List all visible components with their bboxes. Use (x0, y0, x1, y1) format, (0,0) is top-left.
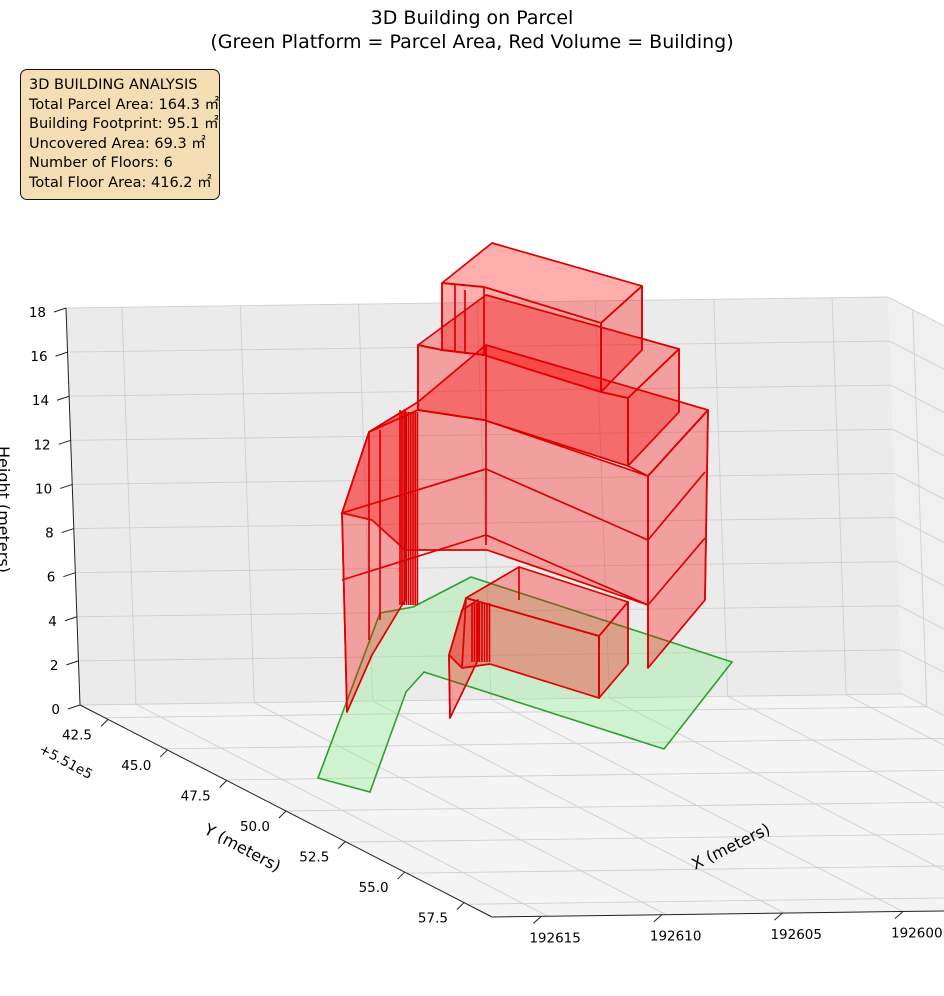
grid-floor-y (135, 703, 549, 917)
grid-back-x (912, 309, 928, 707)
y-tick-mark (159, 749, 168, 758)
chart-title-line2: (Green Platform = Parcel Area, Red Volum… (210, 31, 734, 53)
y-tick-label: 57.5 (418, 911, 448, 927)
building-vertical-edge (341, 512, 348, 713)
building-volume (341, 242, 709, 719)
grid-left-y (831, 297, 847, 695)
info-floors: Number of Floors: 6 (29, 155, 173, 171)
z-tick-mark (64, 616, 78, 622)
grid-left-z (69, 384, 892, 397)
z-tick-label: 18 (29, 305, 46, 321)
y-tick-label: 52.5 (299, 850, 329, 866)
z-tick-mark (66, 660, 79, 666)
analysis-info-box: 3D BUILDING ANALYSIS Total Parcel Area: … (20, 69, 220, 200)
z-tick-mark (55, 351, 68, 357)
building-vertical-edge (704, 409, 709, 601)
info-heading: 3D BUILDING ANALYSIS (29, 77, 198, 93)
y-tick-mark (100, 719, 109, 727)
grid-floor-y (254, 702, 667, 916)
y-tick-label: 47.5 (181, 788, 211, 804)
z-tick-label: 14 (32, 393, 49, 409)
tick-marks (53, 307, 904, 924)
grid-left-z (75, 561, 898, 574)
tick-labels: 1925851925901925951926001926051926101926… (29, 305, 943, 946)
grid-floor-y (845, 694, 944, 746)
info-uncovered-area: Uncovered Area: 69.3 ㎡ (29, 135, 206, 152)
z-tick-mark (56, 395, 70, 401)
grid-left-y (713, 299, 729, 697)
x-tick-mark (653, 914, 663, 923)
grid-left-z (79, 693, 903, 706)
grid-left-y (121, 307, 137, 705)
z-tick-mark (67, 704, 81, 710)
x-tick-mark (774, 912, 783, 921)
z-tick-label: 2 (50, 658, 59, 674)
y-tick-mark (456, 902, 465, 910)
y-tick-label: 55.0 (359, 880, 389, 896)
z-tick-label: 6 (47, 570, 56, 586)
building-vertical-edge (461, 597, 467, 669)
grid-floor-y (727, 695, 944, 809)
building-vertical-edge (448, 654, 451, 719)
y-tick-label: 42.5 (62, 727, 92, 743)
floor-pane (80, 694, 944, 917)
chart-title: 3D Building on Parcel (Green Platform = … (0, 6, 944, 54)
z-tick-mark (53, 307, 67, 313)
z-tick-label: 8 (45, 526, 54, 542)
z-tick-mark (61, 528, 74, 534)
z-tick-label: 16 (30, 349, 47, 365)
z-tick-label: 10 (35, 481, 52, 497)
grid-floor-y (490, 699, 904, 912)
y-tick-label: 50.0 (240, 819, 270, 835)
y-tick-label: 45.0 (121, 758, 151, 774)
grid-left-z (73, 517, 896, 530)
z-tick-mark (60, 483, 73, 489)
info-parcel-area: Total Parcel Area: 164.3 ㎡ (29, 96, 220, 113)
x-tick-mark (532, 915, 542, 924)
chart-title-line1: 3D Building on Parcel (370, 7, 574, 29)
floor-line (647, 471, 706, 541)
x-tick-mark (894, 911, 904, 919)
grid-lines (65, 296, 944, 917)
x-tick-label: 192615 (529, 930, 581, 946)
z-tick-label: 12 (33, 437, 50, 453)
grid-left-z (67, 340, 890, 353)
info-total-floor-area: Total Floor Area: 416.2 ㎡ (29, 174, 212, 191)
z-tick-label: 4 (48, 614, 57, 630)
floor-line (485, 534, 649, 606)
y-tick-mark (219, 780, 228, 788)
x-tick-label: 192610 (650, 929, 702, 945)
y-tick-mark (278, 810, 287, 819)
z-axis-line (65, 307, 81, 706)
grid-left-z (70, 428, 893, 441)
floor-line (485, 468, 649, 541)
z-tick-mark (58, 439, 71, 445)
grid-left-z (72, 472, 895, 485)
z-tick-label: 0 (51, 702, 60, 718)
floor-line (341, 468, 487, 514)
info-footprint: Building Footprint: 95.1 ㎡ (29, 116, 219, 132)
grid-floor-y (609, 697, 944, 871)
y-offset-label: +5.51e5 (36, 741, 95, 782)
grid-left-z (76, 605, 899, 618)
y-tick-mark (337, 841, 346, 849)
x-tick-label: 192600 (891, 926, 943, 942)
floor-line (647, 537, 706, 606)
grid-floor-y (372, 700, 785, 914)
z-tick-mark (63, 572, 76, 578)
z-axis-label: Height (meters) (0, 446, 13, 573)
grid-left-y (239, 305, 255, 703)
grid-left-y (358, 304, 374, 702)
x-tick-label: 192605 (770, 927, 822, 943)
floor-line (341, 534, 487, 581)
y-tick-mark (397, 871, 406, 880)
back-pane (888, 297, 944, 716)
grid-left-y (594, 300, 610, 698)
